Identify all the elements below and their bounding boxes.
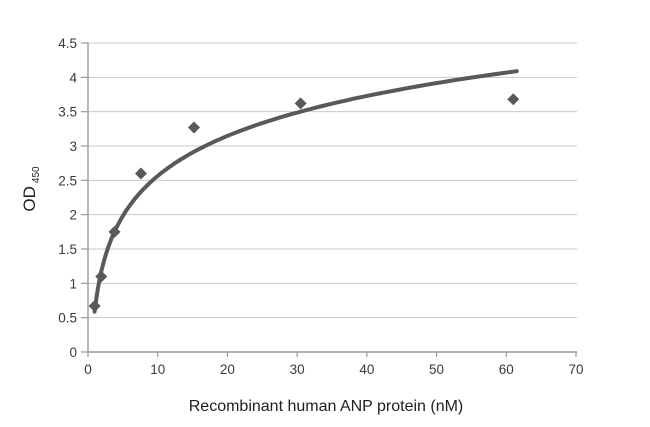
y-tick-label: 0 (69, 345, 77, 360)
y-tick-label: 2.5 (58, 173, 77, 188)
x-tick-label: 20 (220, 362, 235, 377)
x-tick-label: 70 (568, 362, 583, 377)
y-tick-label: 1.5 (58, 242, 77, 257)
data-point-diamond (108, 225, 121, 238)
y-axis-title-subscript: 450 (31, 166, 43, 184)
x-tick-label: 50 (429, 362, 444, 377)
x-tick-label: 30 (290, 362, 305, 377)
y-tick-label: 4 (69, 70, 77, 85)
y-axis-title: OD 450 (20, 166, 42, 211)
y-tick-label: 4.5 (58, 36, 77, 51)
y-tick-label: 2 (69, 208, 77, 223)
y-tick-label: 0.5 (58, 311, 77, 326)
x-tick-label: 40 (359, 362, 374, 377)
data-point-diamond (134, 167, 147, 180)
data-point-diamond (95, 270, 108, 283)
x-tick-label: 10 (150, 362, 165, 377)
x-tick-label: 60 (499, 362, 514, 377)
data-point-diamond (507, 93, 520, 106)
y-tick-label: 3 (69, 139, 77, 154)
data-point-diamond (187, 121, 200, 134)
y-axis-title-text: OD (19, 186, 39, 212)
y-tick-label: 3.5 (58, 105, 77, 120)
trend-line (92, 69, 519, 314)
data-point-diamond (88, 299, 101, 312)
y-tick-label: 1 (69, 276, 77, 291)
x-tick-label: 0 (84, 362, 92, 377)
data-point-diamond (294, 97, 307, 110)
x-axis-title: Recombinant human ANP protein (nM) (188, 398, 464, 415)
